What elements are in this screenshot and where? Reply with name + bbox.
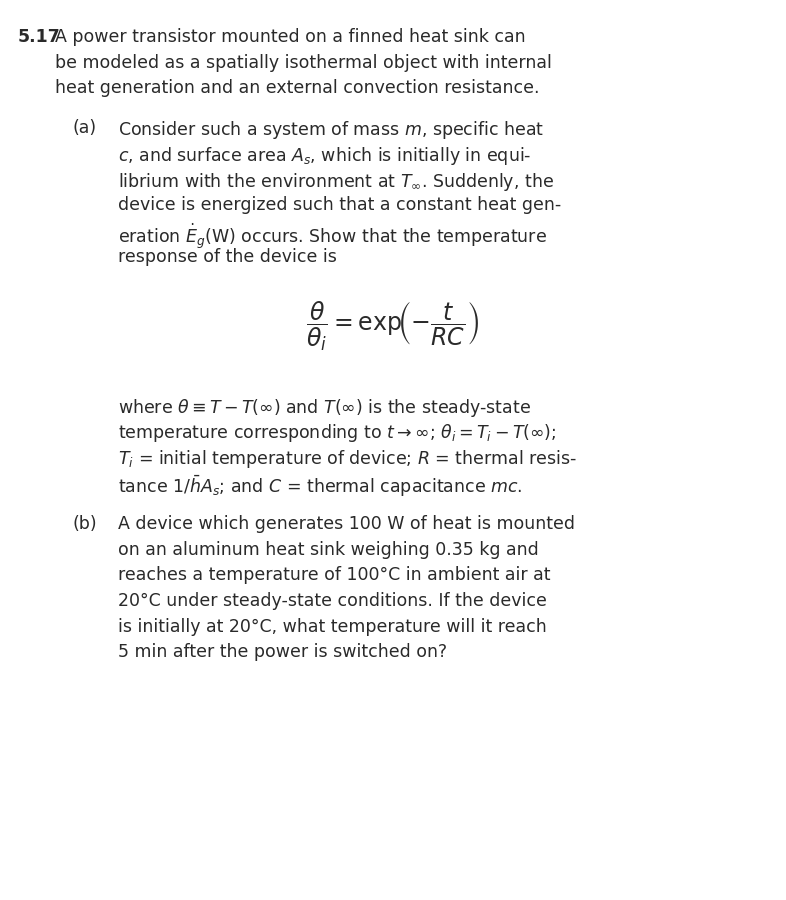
Text: tance $1/\bar{h}A_s$; and $C$ = thermal capacitance $mc$.: tance $1/\bar{h}A_s$; and $C$ = thermal … [118, 473, 523, 500]
Text: reaches a temperature of 100°C in ambient air at: reaches a temperature of 100°C in ambien… [118, 566, 550, 584]
Text: 5 min after the power is switched on?: 5 min after the power is switched on? [118, 644, 447, 662]
Text: heat generation and an external convection resistance.: heat generation and an external convecti… [55, 79, 539, 97]
Text: $T_i$ = initial temperature of device; $R$ = thermal resis-: $T_i$ = initial temperature of device; $… [118, 448, 577, 470]
Text: on an aluminum heat sink weighing 0.35 kg and: on an aluminum heat sink weighing 0.35 k… [118, 541, 538, 559]
Text: A device which generates 100 W of heat is mounted: A device which generates 100 W of heat i… [118, 515, 575, 533]
Text: where $\theta \equiv T - T(\infty)$ and $T(\infty)$ is the steady-state: where $\theta \equiv T - T(\infty)$ and … [118, 397, 531, 418]
Text: (b): (b) [72, 515, 97, 533]
Text: 5.17: 5.17 [18, 28, 61, 46]
Text: $\dfrac{\theta}{\theta_i} = \mathrm{exp}\!\left(-\dfrac{t}{RC}\right)$: $\dfrac{\theta}{\theta_i} = \mathrm{exp}… [307, 299, 479, 353]
Text: be modeled as a spatially isothermal object with internal: be modeled as a spatially isothermal obj… [55, 54, 552, 72]
Text: Consider such a system of mass $m$, specific heat: Consider such a system of mass $m$, spec… [118, 119, 544, 141]
Text: $c$, and surface area $A_s$, which is initially in equi-: $c$, and surface area $A_s$, which is in… [118, 145, 531, 166]
Text: (a): (a) [72, 119, 96, 137]
Text: temperature corresponding to $t \to \infty$; $\theta_i = T_i - T(\infty)$;: temperature corresponding to $t \to \inf… [118, 422, 556, 445]
Text: 20°C under steady-state conditions. If the device: 20°C under steady-state conditions. If t… [118, 592, 547, 610]
Text: response of the device is: response of the device is [118, 248, 337, 266]
Text: A power transistor mounted on a finned heat sink can: A power transistor mounted on a finned h… [55, 28, 526, 46]
Text: device is energized such that a constant heat gen-: device is energized such that a constant… [118, 196, 561, 214]
Text: is initially at 20°C, what temperature will it reach: is initially at 20°C, what temperature w… [118, 617, 547, 635]
Text: eration $\dot{E}_g$(W) occurs. Show that the temperature: eration $\dot{E}_g$(W) occurs. Show that… [118, 222, 547, 251]
Text: librium with the environment at $T_\infty$. Suddenly, the: librium with the environment at $T_\inft… [118, 171, 554, 193]
